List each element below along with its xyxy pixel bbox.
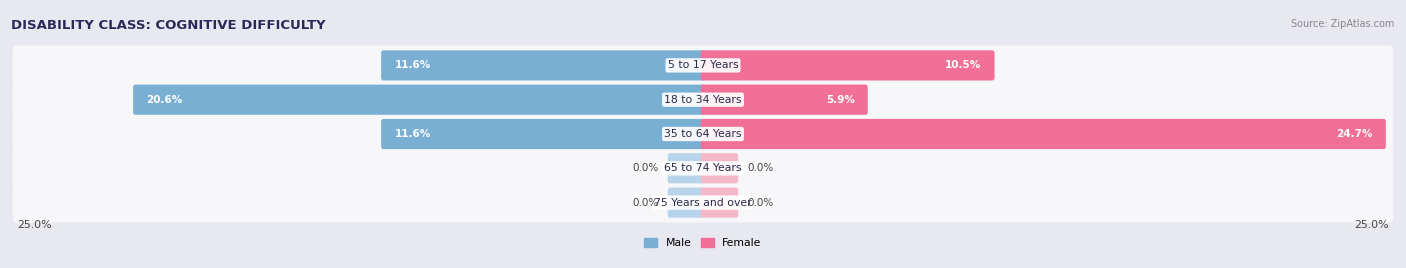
FancyBboxPatch shape	[700, 119, 1386, 149]
Text: 24.7%: 24.7%	[1336, 129, 1372, 139]
FancyBboxPatch shape	[134, 85, 706, 115]
Text: 75 Years and over: 75 Years and over	[654, 198, 752, 208]
Text: 65 to 74 Years: 65 to 74 Years	[664, 163, 742, 173]
Text: 0.0%: 0.0%	[633, 198, 659, 208]
Text: 0.0%: 0.0%	[747, 163, 773, 173]
Legend: Male, Female: Male, Female	[640, 233, 766, 252]
Text: 0.0%: 0.0%	[633, 163, 659, 173]
Text: 5 to 17 Years: 5 to 17 Years	[668, 60, 738, 70]
Text: 35 to 64 Years: 35 to 64 Years	[664, 129, 742, 139]
FancyBboxPatch shape	[13, 114, 1393, 154]
Text: Source: ZipAtlas.com: Source: ZipAtlas.com	[1291, 19, 1395, 29]
Text: 11.6%: 11.6%	[394, 129, 430, 139]
Text: 25.0%: 25.0%	[1355, 221, 1389, 230]
FancyBboxPatch shape	[700, 153, 738, 183]
FancyBboxPatch shape	[700, 188, 738, 218]
FancyBboxPatch shape	[700, 50, 994, 80]
FancyBboxPatch shape	[13, 80, 1393, 120]
Text: 0.0%: 0.0%	[747, 198, 773, 208]
FancyBboxPatch shape	[381, 119, 706, 149]
FancyBboxPatch shape	[381, 50, 706, 80]
Text: 11.6%: 11.6%	[394, 60, 430, 70]
Text: DISABILITY CLASS: COGNITIVE DIFFICULTY: DISABILITY CLASS: COGNITIVE DIFFICULTY	[11, 19, 326, 32]
FancyBboxPatch shape	[13, 46, 1393, 85]
Text: 25.0%: 25.0%	[17, 221, 51, 230]
FancyBboxPatch shape	[13, 148, 1393, 188]
FancyBboxPatch shape	[13, 183, 1393, 222]
Text: 20.6%: 20.6%	[146, 95, 183, 105]
Text: 10.5%: 10.5%	[945, 60, 981, 70]
FancyBboxPatch shape	[668, 153, 706, 183]
Text: 5.9%: 5.9%	[825, 95, 855, 105]
FancyBboxPatch shape	[700, 85, 868, 115]
Text: 18 to 34 Years: 18 to 34 Years	[664, 95, 742, 105]
FancyBboxPatch shape	[668, 188, 706, 218]
